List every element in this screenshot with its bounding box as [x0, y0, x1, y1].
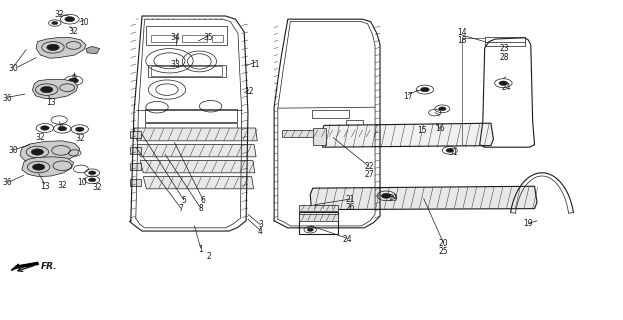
Text: 36: 36 — [2, 178, 12, 187]
Text: 32: 32 — [92, 183, 102, 192]
Text: 33: 33 — [171, 60, 181, 68]
Circle shape — [52, 21, 58, 25]
Text: 13: 13 — [46, 98, 56, 107]
Text: 26: 26 — [345, 203, 355, 212]
Text: 8: 8 — [198, 204, 203, 213]
Text: 17: 17 — [403, 92, 413, 100]
Text: 12: 12 — [244, 87, 254, 96]
Text: 15: 15 — [417, 126, 427, 135]
Text: 28: 28 — [500, 53, 510, 62]
Polygon shape — [140, 161, 255, 173]
Polygon shape — [86, 46, 100, 54]
Bar — [212, 35, 223, 42]
Text: 7: 7 — [178, 204, 183, 213]
Bar — [148, 65, 226, 77]
Polygon shape — [16, 262, 39, 268]
Text: 2: 2 — [206, 252, 211, 261]
Polygon shape — [20, 141, 80, 163]
Circle shape — [32, 164, 45, 170]
Polygon shape — [134, 128, 257, 141]
Text: 25: 25 — [439, 247, 449, 256]
Text: 3: 3 — [258, 220, 263, 229]
Text: 9: 9 — [59, 124, 64, 133]
Text: 32: 32 — [36, 133, 45, 142]
Text: 22: 22 — [364, 162, 374, 171]
Polygon shape — [11, 264, 19, 270]
Text: 32: 32 — [69, 27, 78, 36]
Bar — [313, 128, 326, 145]
Text: 34: 34 — [171, 33, 181, 42]
Circle shape — [65, 17, 75, 22]
Polygon shape — [22, 157, 74, 177]
Text: 4: 4 — [258, 227, 263, 236]
Polygon shape — [321, 123, 493, 147]
Text: 14: 14 — [457, 28, 467, 36]
Text: 11: 11 — [250, 60, 260, 68]
Circle shape — [58, 126, 67, 131]
Circle shape — [40, 126, 49, 130]
Circle shape — [446, 148, 454, 152]
Bar — [282, 130, 378, 137]
Circle shape — [31, 149, 44, 155]
Bar — [346, 120, 363, 125]
Bar — [130, 147, 141, 154]
Bar — [151, 35, 177, 42]
Circle shape — [69, 78, 78, 83]
Circle shape — [40, 86, 53, 93]
Circle shape — [47, 44, 59, 51]
Circle shape — [439, 107, 446, 111]
Circle shape — [88, 171, 96, 175]
Circle shape — [421, 87, 429, 92]
Text: 31: 31 — [449, 148, 459, 157]
Bar — [130, 179, 141, 186]
Text: 32: 32 — [75, 134, 85, 143]
Text: 29: 29 — [389, 194, 399, 203]
Text: 30: 30 — [9, 146, 19, 155]
Bar — [312, 110, 349, 118]
Text: 24: 24 — [343, 235, 353, 244]
Bar — [145, 109, 237, 122]
Text: 10: 10 — [77, 178, 87, 187]
Circle shape — [307, 228, 313, 231]
Text: 23: 23 — [500, 44, 510, 53]
Text: 5: 5 — [181, 196, 186, 205]
Bar — [130, 163, 141, 170]
Bar — [145, 123, 237, 135]
Polygon shape — [32, 79, 78, 99]
Text: 13: 13 — [40, 182, 50, 191]
Text: 32: 32 — [57, 181, 67, 190]
Text: 32: 32 — [54, 10, 64, 19]
Polygon shape — [310, 186, 537, 210]
Text: 36: 36 — [2, 94, 12, 103]
Text: 10: 10 — [79, 18, 89, 27]
Circle shape — [88, 178, 96, 182]
Text: 20: 20 — [439, 239, 449, 248]
Text: 6: 6 — [201, 196, 206, 205]
Text: 21: 21 — [345, 195, 355, 204]
Bar — [299, 214, 338, 221]
Polygon shape — [36, 37, 86, 58]
Polygon shape — [143, 177, 254, 189]
Bar — [299, 205, 338, 211]
Text: 24: 24 — [501, 83, 511, 92]
Circle shape — [381, 193, 391, 198]
Text: 27: 27 — [364, 170, 374, 179]
Circle shape — [499, 81, 508, 85]
Text: 35: 35 — [204, 33, 214, 42]
Bar — [299, 212, 338, 234]
Text: 18: 18 — [457, 36, 467, 44]
Bar — [485, 37, 525, 46]
Text: 9: 9 — [71, 74, 76, 83]
Bar — [182, 35, 207, 42]
Bar — [146, 26, 227, 45]
Circle shape — [75, 127, 84, 132]
Text: 19: 19 — [523, 220, 533, 228]
Text: 16: 16 — [435, 124, 445, 133]
Polygon shape — [137, 145, 256, 157]
Bar — [130, 131, 141, 138]
Text: FR.: FR. — [40, 262, 57, 271]
Bar — [151, 66, 222, 76]
Text: 30: 30 — [9, 64, 19, 73]
Text: 1: 1 — [198, 245, 203, 254]
